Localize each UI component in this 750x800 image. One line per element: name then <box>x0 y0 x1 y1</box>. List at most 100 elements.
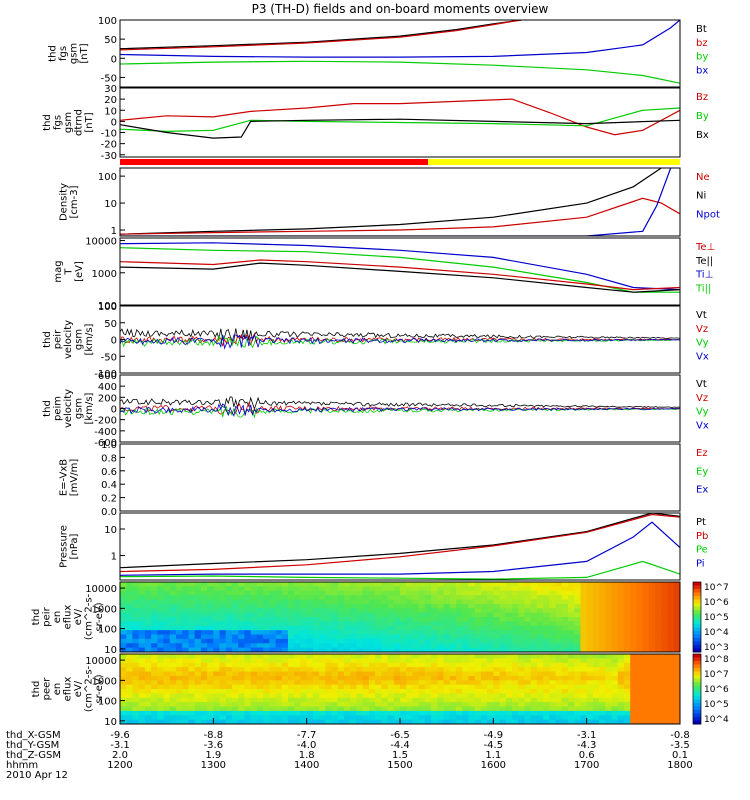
spectrogram-cell <box>518 675 526 681</box>
spectrogram-cell <box>312 684 320 690</box>
spectrogram-cell <box>126 599 134 605</box>
spectrogram-cell <box>406 680 414 686</box>
spectrogram-cell <box>480 612 488 618</box>
spectrogram-cell <box>306 697 314 703</box>
spectrogram-cell <box>306 702 314 708</box>
spectrogram-cell <box>375 630 382 636</box>
spectrogram-cell <box>561 710 569 716</box>
spectrogram-cell <box>138 595 146 601</box>
spectrogram-cell <box>269 680 277 686</box>
y-axis-label: [cm-3] <box>69 185 80 218</box>
spectrogram-cell <box>630 590 638 596</box>
colorbar-frame <box>692 653 702 725</box>
spectrogram-cell <box>524 638 532 644</box>
spectrogram-cell <box>574 719 582 724</box>
spectrogram-cell <box>244 603 252 609</box>
spectrogram-cell <box>275 702 283 708</box>
spectrogram-cell <box>624 638 631 644</box>
spectrogram-cell <box>574 675 582 681</box>
spectrogram-cell <box>636 582 644 587</box>
spectrogram-cell <box>592 689 600 694</box>
spectrogram-cell <box>480 630 488 636</box>
legend-Bx: Bx <box>696 130 709 141</box>
spectrogram-cell <box>630 710 638 716</box>
spectrogram-cell <box>169 715 177 721</box>
y-axis-label: en <box>52 611 63 624</box>
spectrogram-cell <box>648 603 656 609</box>
spectrogram-cell <box>176 647 183 652</box>
spectrogram-cell <box>144 662 152 668</box>
spectrogram-cell <box>207 710 214 716</box>
spectrogram-cell <box>518 697 526 703</box>
spectrogram-cell <box>225 662 233 668</box>
spectrogram-cell <box>568 715 575 721</box>
spectrogram-cell <box>306 706 314 712</box>
spectrogram-cell <box>275 582 283 587</box>
spectrogram-cell <box>120 590 127 596</box>
spectrogram-cell <box>157 599 165 605</box>
spectrogram-cell <box>350 658 358 664</box>
spectrogram-cell <box>518 693 526 699</box>
spectrogram-cell <box>232 667 239 673</box>
spectrogram-cell <box>487 697 494 703</box>
spectrogram-cell <box>636 684 644 690</box>
spectrogram-cell <box>580 706 588 712</box>
spectrogram-cell <box>592 625 600 631</box>
spectrogram-cell <box>418 630 426 636</box>
spectrogram-cell <box>350 654 358 659</box>
spectrogram-cell <box>512 662 519 668</box>
spectrogram-cell <box>169 599 177 605</box>
legend-Pt: Pt <box>696 517 706 528</box>
spectrogram-cell <box>151 719 158 724</box>
spectrogram-cell <box>238 680 246 686</box>
spectrogram-cell <box>437 608 445 614</box>
colorbar-tick-label: 10^7 <box>704 583 729 593</box>
spectrogram-cell <box>568 590 575 596</box>
spectrogram-cell <box>126 603 134 609</box>
spectrogram-cell <box>431 662 438 668</box>
legend-Vx: Vx <box>696 420 709 431</box>
spectrogram-cell <box>568 599 575 605</box>
spectrogram-cell <box>530 654 538 659</box>
spectrogram-cell <box>493 582 501 587</box>
spectrogram-cell <box>244 671 252 677</box>
spectrogram-cell <box>144 697 152 703</box>
spectrogram-cell <box>151 617 158 622</box>
spectrogram-cell <box>555 702 563 708</box>
spectrogram-cell <box>356 595 364 601</box>
spectrogram-cell <box>337 702 345 708</box>
spectrogram-cell <box>406 603 414 609</box>
spectrogram-cell <box>331 658 339 664</box>
spectrogram-cell <box>474 654 482 659</box>
spectrogram-cell <box>194 634 202 640</box>
spectrogram-cell <box>617 603 625 609</box>
spectrogram-cell <box>592 697 600 703</box>
spectrogram-cell <box>194 590 202 596</box>
spectrogram-cell <box>194 638 202 644</box>
spectrogram-cell <box>648 634 656 640</box>
spectrogram-cell <box>667 693 675 699</box>
spectrogram-cell <box>188 586 196 592</box>
spectrogram-cell <box>661 608 669 614</box>
spectrogram-cell <box>574 608 582 614</box>
spectrogram-cell <box>661 630 669 636</box>
spectrogram-cell <box>518 590 526 596</box>
colorbar-segment <box>693 699 701 704</box>
spectrogram-cell <box>524 662 532 668</box>
spectrogram-cell <box>281 706 289 712</box>
spectrogram-cell <box>673 693 680 699</box>
spectrogram-cell <box>312 599 320 605</box>
spectrogram-cell <box>611 702 619 708</box>
spectrogram-cell <box>524 680 532 686</box>
spectrogram-cell <box>536 658 544 664</box>
spectrogram-cell <box>424 693 432 699</box>
spectrogram-cell <box>337 667 345 673</box>
spectrogram-cell <box>400 697 407 703</box>
y-tick-label: 400 <box>98 382 117 393</box>
spectrogram-cell <box>667 702 675 708</box>
spectrogram-cell <box>574 647 582 652</box>
spectrogram-cell <box>387 634 395 640</box>
spectrogram-cell <box>325 671 333 677</box>
spectrogram-cell <box>188 647 196 652</box>
